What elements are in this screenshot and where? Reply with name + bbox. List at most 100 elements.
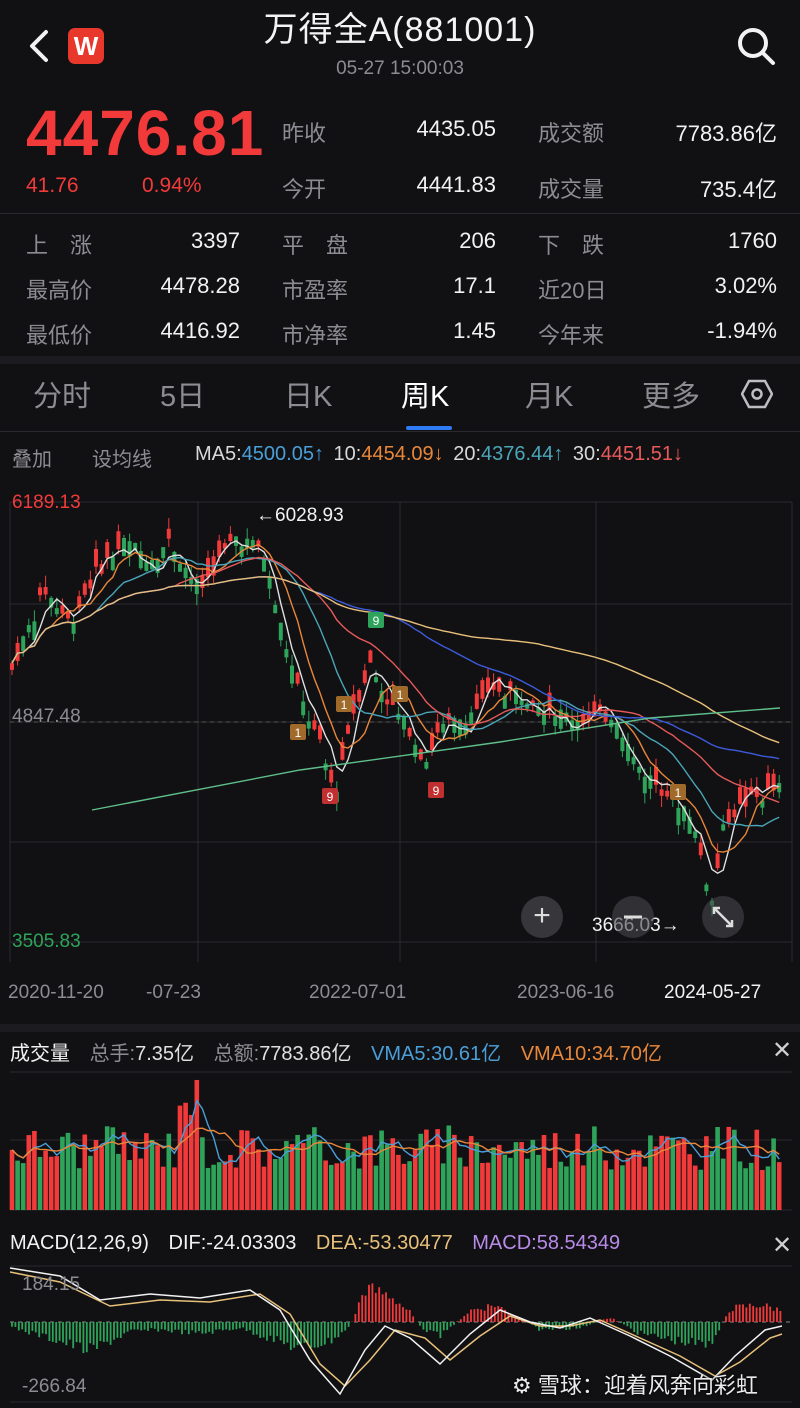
volume-bar [396, 1154, 401, 1210]
volume-bar [664, 1136, 670, 1210]
candle-body [379, 690, 384, 703]
volume-bar [575, 1133, 580, 1210]
zoom-out-button[interactable] [612, 896, 654, 938]
volume-bar [43, 1150, 48, 1210]
tab-more[interactable]: 更多 [642, 381, 701, 413]
macd-bar [711, 1322, 714, 1344]
macd-bar [334, 1322, 336, 1338]
macd-bar [184, 1322, 187, 1330]
candle-body [329, 769, 334, 783]
macd-bar [99, 1322, 102, 1342]
macd-bar [725, 1316, 727, 1322]
settings-hexagon-icon[interactable] [740, 378, 774, 415]
candle-body [620, 737, 625, 752]
overlay-button[interactable]: 叠加 [12, 449, 52, 471]
candle-body [743, 787, 748, 807]
td-mark-box [322, 788, 338, 804]
kline-chart[interactable]: 9 1 1 9 1 9 1 [0, 480, 800, 970]
candle-body [402, 715, 406, 730]
search-icon[interactable] [734, 24, 778, 68]
td-mark-box [392, 686, 408, 702]
macd-bar [65, 1322, 68, 1346]
x-label-5: 2024-05-27 [664, 982, 762, 1003]
macd-bar [48, 1322, 51, 1342]
volume-bar [345, 1143, 351, 1210]
candle-body [21, 636, 26, 651]
candle-body [301, 701, 306, 716]
volume-bar [172, 1167, 177, 1210]
fullscreen-icon[interactable] [702, 896, 744, 938]
macd-bar [745, 1307, 748, 1322]
volume-bar [608, 1169, 614, 1210]
macd-bar [113, 1322, 115, 1340]
candle-body [519, 700, 524, 706]
volume-bar [60, 1136, 65, 1210]
kline-high-marker: ←6028.93 [256, 505, 344, 526]
volume-bar [676, 1140, 681, 1210]
tab-5day[interactable]: 5日 [160, 381, 206, 413]
volume-bar [743, 1168, 748, 1210]
macd-bar [422, 1322, 425, 1330]
ma30-label: 30: [572, 443, 601, 465]
macd-chart[interactable] [0, 1264, 800, 1404]
ma5-value: 4500.05↑ [241, 443, 324, 465]
candle-body [15, 643, 20, 661]
macd-bar [578, 1322, 581, 1329]
macd-bar [432, 1322, 435, 1332]
set-ma-button[interactable]: 设均线 [92, 449, 152, 471]
candle-body [256, 540, 261, 547]
amount-value: 7783.86亿 [675, 121, 777, 146]
macd-bar [602, 1319, 605, 1322]
back-icon[interactable] [22, 26, 62, 66]
candle-body [346, 725, 350, 734]
volume-bar [429, 1144, 435, 1210]
macd-bar [395, 1304, 398, 1322]
prev-close-label: 昨收 [282, 121, 327, 146]
macd-bar [330, 1322, 333, 1344]
candle-body [138, 551, 143, 569]
volume-bar [418, 1133, 424, 1210]
volume-bar [569, 1151, 575, 1210]
macd-bar [232, 1322, 234, 1330]
last-price: 4476.81 [26, 97, 265, 169]
macd-bar [14, 1322, 17, 1327]
macd-bar [670, 1322, 673, 1341]
volume-bar [530, 1139, 536, 1210]
macd-bar [456, 1321, 459, 1322]
macd-bar [317, 1322, 319, 1348]
volume-chart[interactable] [0, 1070, 800, 1212]
volume-bar [127, 1160, 132, 1210]
ma-line [11, 556, 780, 827]
macd-label: MACD: [472, 1232, 537, 1254]
macd-bar [153, 1322, 156, 1329]
macd-bar [221, 1322, 224, 1331]
macd-bar [517, 1317, 520, 1322]
volume-bar [54, 1156, 60, 1210]
tab-weekly-k[interactable]: 周K [401, 381, 450, 413]
candle-body [290, 665, 294, 684]
flat-count-label: 平 盘 [282, 233, 349, 258]
page-title: 万得全A(881001) [263, 11, 537, 49]
dea-line [9, 1271, 783, 1388]
tab-intraday[interactable]: 分时 [33, 381, 92, 413]
close-volume-icon[interactable]: ✕ [772, 1037, 793, 1064]
candle-body [318, 725, 322, 740]
td-mark-box [368, 612, 384, 628]
macd-bar [487, 1304, 489, 1322]
macd-bar [388, 1298, 391, 1322]
candle-body [49, 597, 54, 608]
tab-monthly-k[interactable]: 月K [525, 381, 574, 413]
close-macd-icon[interactable]: ✕ [772, 1232, 793, 1259]
volume-bar [88, 1155, 93, 1210]
candle-body [133, 543, 138, 551]
candle-body [558, 709, 563, 729]
macd-bar [310, 1322, 313, 1348]
zoom-in-button[interactable]: + [521, 896, 563, 938]
d20-value: 3.02% [714, 273, 777, 298]
volume-bar [625, 1157, 631, 1210]
tab-daily-k[interactable]: 日K [284, 381, 333, 413]
down-count-value: 1760 [728, 228, 777, 253]
macd-bar [361, 1295, 364, 1322]
volume-bar [166, 1133, 172, 1210]
macd-bar [609, 1318, 612, 1322]
